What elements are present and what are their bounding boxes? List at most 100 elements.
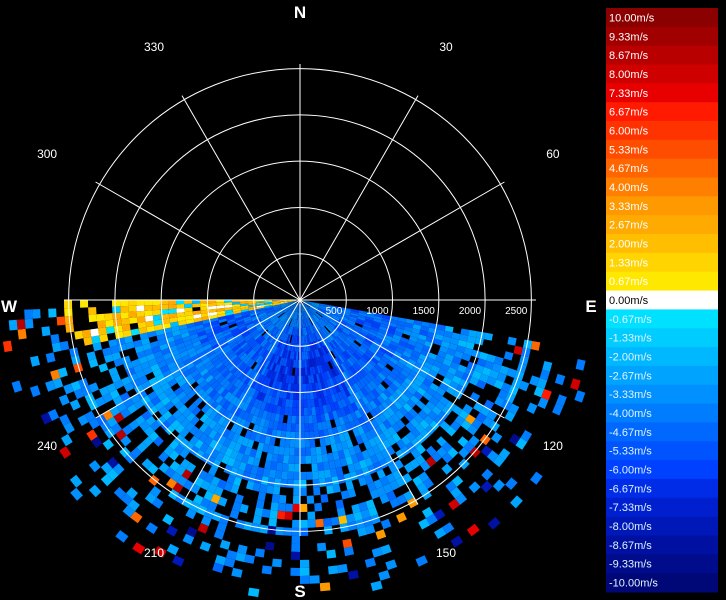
velocity-gate [390, 404, 399, 414]
velocity-gate [264, 302, 273, 304]
velocity-gate [363, 323, 372, 329]
velocity-gate [341, 313, 350, 318]
velocity-gate [256, 305, 265, 308]
velocity-gate [237, 350, 246, 359]
velocity-gate [226, 318, 236, 324]
velocity-gate [309, 306, 317, 312]
velocity-gate [334, 459, 342, 469]
velocity-gate [275, 405, 282, 415]
velocity-gate [403, 326, 413, 332]
velocity-gate [208, 300, 217, 304]
velocity-gate [326, 378, 332, 388]
velocity-gate [321, 328, 328, 336]
velocity-gate [318, 364, 324, 374]
velocity-gate [469, 376, 480, 386]
velocity-gate [288, 301, 297, 305]
velocity-gate [555, 394, 567, 407]
velocity-gate [417, 334, 427, 341]
velocity-gate [444, 371, 455, 381]
velocity-gate [388, 371, 398, 380]
velocity-gate [264, 305, 273, 309]
velocity-gate [234, 407, 242, 417]
velocity-gate [303, 302, 310, 308]
velocity-gate [266, 485, 274, 495]
velocity-gate [320, 318, 328, 325]
colorbar-swatch [606, 535, 718, 555]
velocity-gate [369, 369, 378, 378]
velocity-gate [155, 355, 165, 364]
velocity-gate [240, 328, 248, 334]
velocity-gate [210, 380, 220, 390]
velocity-gate [123, 335, 134, 344]
velocity-gate [300, 383, 304, 392]
velocity-gate [292, 399, 297, 408]
velocity-gate [113, 412, 125, 423]
velocity-gate [364, 351, 373, 360]
velocity-gate [217, 336, 226, 344]
colorbar-label: 7.33m/s [609, 88, 649, 100]
velocity-gate [289, 367, 293, 376]
velocity-gate [302, 319, 304, 328]
velocity-gate [216, 334, 225, 341]
velocity-gate [439, 396, 450, 406]
velocity-gate [284, 307, 292, 314]
velocity-gate [349, 314, 358, 319]
velocity-gate [237, 544, 248, 555]
velocity-gate [227, 393, 236, 403]
velocity-gate [130, 447, 142, 459]
velocity-gate [280, 479, 288, 488]
velocity-gate [250, 313, 259, 318]
velocity-gate [88, 460, 101, 473]
velocity-gate [257, 308, 266, 313]
velocity-gate [327, 395, 334, 404]
velocity-gate [145, 353, 156, 362]
velocity-gate [465, 341, 475, 350]
velocity-gate [203, 436, 214, 446]
velocity-gate [40, 412, 52, 425]
velocity-gate [332, 328, 340, 335]
velocity-gate [415, 342, 424, 350]
velocity-gate [508, 385, 519, 396]
velocity-gate [242, 521, 253, 531]
velocity-gate [415, 444, 426, 455]
velocity-gate [191, 406, 201, 416]
velocity-gate [419, 330, 429, 337]
velocity-gate [513, 345, 523, 356]
velocity-gate [201, 316, 210, 321]
range-labels: 500 1000 1500 2000 2500 [326, 306, 528, 317]
velocity-gate [400, 393, 410, 403]
velocity-gate [29, 385, 41, 398]
velocity-gate [342, 415, 350, 424]
velocity-gate [350, 393, 358, 403]
velocity-gate [357, 314, 366, 319]
velocity-gate [382, 353, 392, 361]
velocity-gate [445, 426, 457, 437]
velocity-gate [334, 417, 341, 427]
velocity-gate [283, 350, 288, 359]
velocity-gate [391, 354, 401, 362]
velocity-gate [345, 322, 354, 329]
velocity-gate [235, 348, 244, 357]
velocity-gate [259, 313, 268, 318]
velocity-gate [350, 309, 360, 313]
velocity-gate [442, 377, 452, 386]
velocity-gate [287, 309, 293, 317]
velocity-gate [330, 516, 340, 526]
velocity-gate [378, 358, 388, 367]
velocity-gate [174, 338, 184, 346]
colorbar-labels: 10.00m/s9.33m/s8.67m/s8.00m/s7.33m/s6.67… [609, 12, 658, 589]
velocity-gate [140, 395, 151, 406]
colorbar-swatch [606, 83, 718, 103]
velocity-gate [208, 308, 217, 313]
velocity-gate [312, 314, 319, 322]
velocity-gate [358, 331, 368, 338]
velocity-gate [329, 360, 336, 369]
velocity-gate [437, 350, 447, 359]
velocity-gate [341, 330, 349, 337]
velocity-gate [185, 343, 194, 351]
velocity-gate [329, 402, 336, 412]
velocity-gate [400, 336, 409, 344]
velocity-gate [263, 394, 270, 403]
velocity-gate [296, 335, 299, 344]
velocity-gate [309, 306, 317, 312]
